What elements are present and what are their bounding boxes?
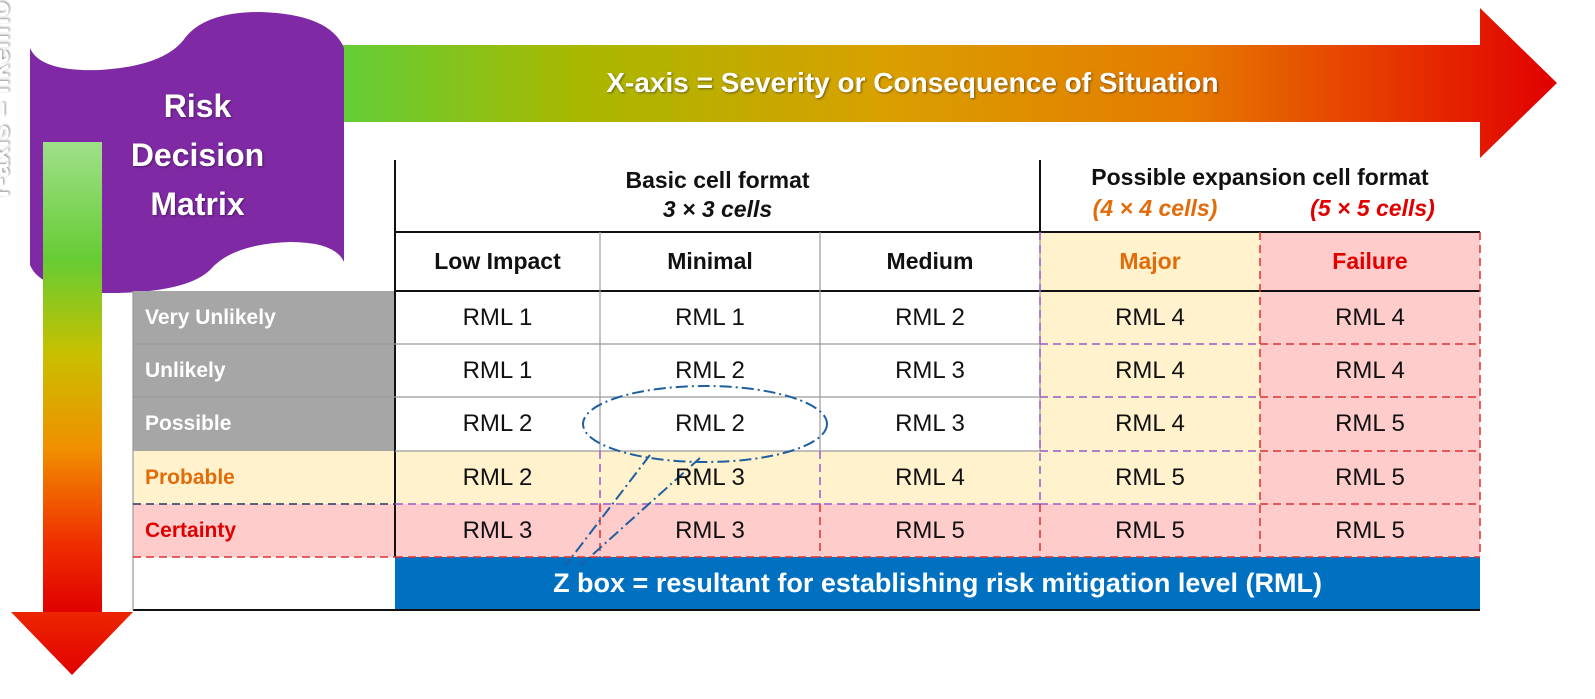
matrix-cell: RML 4 bbox=[1115, 409, 1185, 437]
matrix-cell: RML 1 bbox=[675, 303, 745, 331]
column-header-low-impact: Low Impact bbox=[434, 247, 561, 274]
column-header-major: Major bbox=[1119, 247, 1181, 274]
title-line-2: Decision bbox=[130, 136, 265, 173]
bg-major-certainty bbox=[1040, 504, 1260, 557]
row-header-probable: Probable bbox=[145, 465, 235, 489]
z-box-bar bbox=[395, 557, 1480, 610]
matrix-cell: RML 4 bbox=[1335, 303, 1405, 331]
matrix-cell: RML 4 bbox=[1335, 356, 1405, 384]
matrix-cell: RML 2 bbox=[462, 409, 533, 437]
matrix-cell: RML 3 bbox=[462, 516, 533, 544]
matrix-cell: RML 3 bbox=[675, 516, 745, 544]
matrix-cell-highlighted: RML 2 bbox=[675, 409, 745, 437]
expansion-header-five: (5 × 5 cells) bbox=[1310, 194, 1435, 221]
matrix-cell: RML 1 bbox=[462, 303, 533, 331]
expansion-header-four: (4 × 4 cells) bbox=[1092, 194, 1218, 221]
matrix-cell: RML 4 bbox=[895, 463, 965, 491]
row-header-possible: Possible bbox=[145, 411, 232, 435]
y-axis-label: Y-axis = likelihood or frequency bbox=[0, 0, 15, 203]
expansion-header-title: Possible expansion cell format bbox=[1091, 164, 1429, 190]
x-axis-arrow bbox=[330, 8, 1557, 158]
matrix-cell: RML 5 bbox=[895, 516, 965, 544]
basic-header-title: Basic cell format bbox=[625, 167, 810, 193]
column-header-minimal: Minimal bbox=[667, 247, 753, 274]
basic-header-subtitle: 3 × 3 cells bbox=[662, 196, 773, 222]
row-header-very-unlikely: Very Unlikely bbox=[145, 305, 276, 329]
matrix-title: Risk Decision Matrix bbox=[110, 80, 285, 230]
matrix-cell: RML 5 bbox=[1115, 463, 1185, 491]
basic-cell-format-header: Basic cell format 3 × 3 cells bbox=[395, 160, 1040, 230]
title-line-1: Risk bbox=[163, 87, 232, 124]
matrix-cell: RML 2 bbox=[462, 463, 533, 491]
bg-major-column bbox=[1040, 232, 1260, 504]
bg-probable-row bbox=[395, 451, 1040, 504]
matrix-cell: RML 3 bbox=[895, 356, 965, 384]
matrix-cell: RML 3 bbox=[675, 463, 745, 491]
column-header-medium: Medium bbox=[886, 247, 974, 274]
row-header-bg-probable bbox=[133, 451, 395, 504]
column-header-failure: Failure bbox=[1332, 247, 1408, 274]
row-header-unlikely: Unlikely bbox=[145, 358, 226, 382]
matrix-cell: RML 5 bbox=[1335, 463, 1405, 491]
matrix-cell: RML 2 bbox=[895, 303, 965, 331]
bg-certainty-row bbox=[395, 504, 1040, 557]
title-banner bbox=[30, 12, 344, 294]
z-box-label: Z box = resultant for establishing risk … bbox=[553, 568, 1322, 598]
matrix-cell: RML 5 bbox=[1115, 516, 1185, 544]
callout-ellipse bbox=[564, 385, 828, 567]
y-axis-shaft-front bbox=[43, 142, 102, 612]
matrix-cell: RML 4 bbox=[1115, 356, 1185, 384]
matrix-cell: RML 3 bbox=[895, 409, 965, 437]
matrix-cell: RML 2 bbox=[675, 356, 745, 384]
x-axis-label: X-axis = Severity or Consequence of Situ… bbox=[606, 67, 1219, 98]
matrix-cell: RML 1 bbox=[462, 356, 533, 384]
matrix-cell: RML 5 bbox=[1335, 516, 1405, 544]
matrix-cell: RML 5 bbox=[1335, 409, 1405, 437]
bg-failure-column bbox=[1260, 232, 1480, 557]
row-header-certainty: Certainty bbox=[145, 518, 237, 542]
matrix-cell: RML 4 bbox=[1115, 303, 1185, 331]
title-line-3: Matrix bbox=[150, 185, 245, 222]
row-header-bg-gray bbox=[133, 291, 395, 451]
row-header-bg-certainty bbox=[133, 504, 395, 557]
